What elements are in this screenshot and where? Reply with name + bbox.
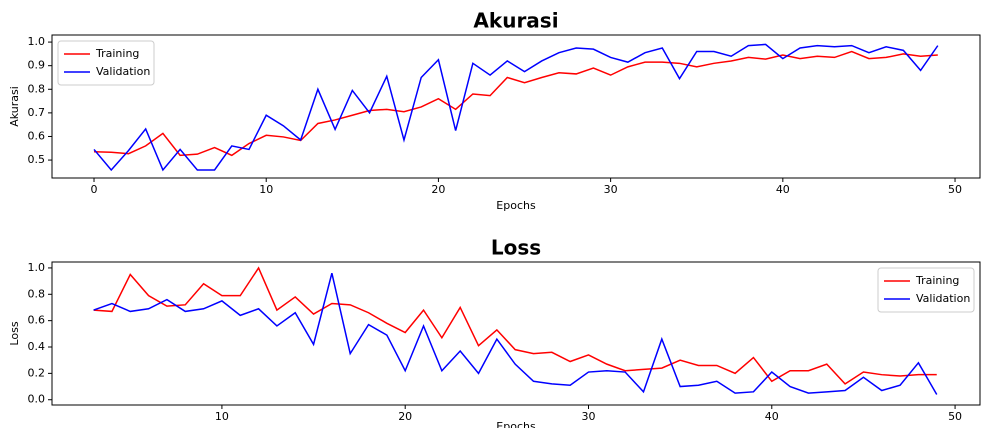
y-axis-label: Loss (8, 321, 21, 345)
x-tick-label: 20 (398, 410, 412, 423)
y-tick-label: 0.8 (28, 287, 46, 300)
legend-label: Validation (916, 292, 970, 305)
legend-label: Training (95, 47, 139, 60)
y-tick-label: 1.0 (28, 35, 46, 48)
legend: Training Validation (877, 267, 975, 313)
data-line (93, 266, 937, 385)
y-tick-label: 0.7 (28, 106, 46, 119)
y-tick-label: 0.6 (28, 129, 46, 142)
x-tick-label: 40 (765, 410, 779, 423)
x-tick-label: 30 (604, 183, 618, 196)
chart-title: Akurasi (473, 9, 558, 33)
x-tick-label: 50 (948, 183, 962, 196)
y-tick-label: 1.0 (28, 261, 46, 274)
legend-box (877, 267, 975, 313)
x-tick-label: 20 (431, 183, 445, 196)
data-line (93, 273, 938, 395)
y-tick-label: 0.6 (28, 314, 46, 327)
y-tick-label: 0.4 (28, 340, 46, 353)
x-tick-label: 40 (776, 183, 790, 196)
data-line (93, 43, 939, 172)
chart-title: Loss (491, 236, 541, 260)
y-tick-label: 0.2 (28, 366, 46, 379)
x-tick-label: 10 (259, 183, 273, 196)
legend-label: Validation (96, 65, 150, 78)
y-tick-label: 0.9 (28, 59, 46, 72)
x-tick-label: 10 (215, 410, 229, 423)
x-tick-label: 30 (581, 410, 595, 423)
x-tick-label: 0 (91, 183, 98, 196)
data-line (93, 50, 938, 157)
x-axis-label: Epochs (496, 420, 536, 428)
y-tick-label: 0.8 (28, 82, 46, 95)
legend-box (57, 40, 155, 86)
y-axis-label: Akurasi (8, 86, 21, 127)
legend-label: Training (915, 274, 959, 287)
y-tick-label: 0.0 (28, 393, 46, 406)
x-axis-label: Epochs (496, 199, 536, 212)
plot-frame (51, 261, 981, 406)
plot-frame (51, 34, 981, 179)
y-tick-label: 0.5 (28, 153, 46, 166)
legend: Training Validation (57, 40, 155, 86)
x-tick-label: 50 (948, 410, 962, 423)
